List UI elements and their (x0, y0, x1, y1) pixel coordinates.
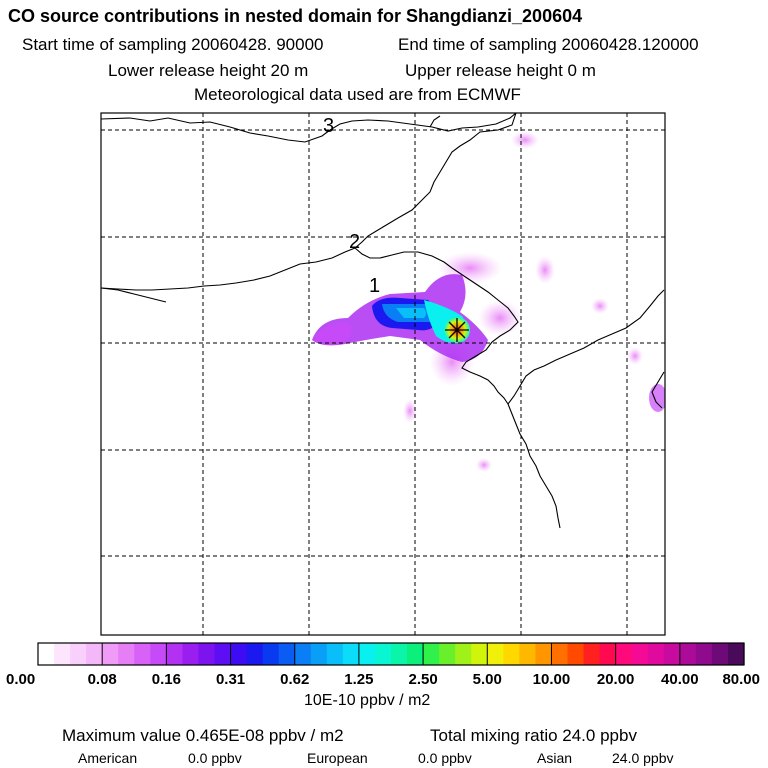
start-time-label: Start time of sampling 20060428. 90000 (22, 35, 324, 54)
colorbar-swatch (54, 643, 71, 665)
colorbar-swatch (503, 643, 520, 665)
colorbar-swatch (342, 643, 360, 665)
colorbar-swatch (262, 643, 280, 665)
map-area: 3 2 1 (101, 113, 665, 635)
colorbar-swatch (647, 643, 665, 665)
colorbar-swatch (134, 643, 151, 665)
map-graticule (101, 113, 665, 635)
colorbar-swatch (615, 643, 633, 665)
colorbar-swatch (230, 643, 248, 665)
colorbar-tick-label: 0.00 (6, 671, 35, 688)
colorbar-swatch (38, 643, 55, 665)
colorbar-swatch (663, 643, 681, 665)
colorbar-tick-label: 0.16 (152, 671, 181, 688)
asian-value: 24.0 ppbv (612, 750, 674, 766)
colorbar-swatch (487, 643, 504, 665)
colorbar (38, 643, 745, 665)
colorbar-swatch (407, 643, 424, 665)
colorbar-swatch (310, 643, 328, 665)
colorbar-swatch (727, 643, 745, 665)
asian-label: Asian (537, 750, 573, 766)
colorbar-frame (37, 642, 745, 666)
colorbar-swatch (294, 643, 312, 665)
colorbar-tick-label: 0.31 (216, 671, 245, 688)
colorbar-swatch (182, 643, 200, 665)
colorbar-units-label: 10E-10 ppbv / m2 (304, 692, 431, 709)
colorbar-swatch (102, 643, 119, 665)
colorbar-tick-label: 40.00 (661, 671, 699, 688)
european-value: 0.0 ppbv (418, 750, 472, 766)
chart-title: CO source contributions in nested domain… (8, 6, 583, 26)
total-mixing-ratio-label: Total mixing ratio 24.0 ppbv (430, 726, 637, 745)
plume-outer (312, 322, 352, 345)
plume-speck (476, 458, 492, 472)
colorbar-swatch (519, 643, 537, 665)
colorbar-swatch (711, 643, 729, 665)
colorbar-swatch (455, 643, 472, 665)
colorbar-swatch (246, 643, 264, 665)
colorbar-swatch (326, 643, 344, 665)
colorbar-swatch (471, 643, 488, 665)
colorbar-swatch (150, 643, 167, 665)
plume-speck (403, 399, 417, 423)
region-label-1: 1 (369, 275, 380, 297)
european-label: European (307, 750, 368, 766)
colorbar-swatch (86, 643, 103, 665)
colorbar-tick-label: 5.00 (473, 671, 502, 688)
region-label-2: 2 (349, 231, 360, 253)
colorbar-swatch (214, 643, 232, 665)
colorbar-tick-label: 0.62 (280, 671, 309, 688)
colorbar-swatch (374, 643, 392, 665)
met-data-source-label: Meteorological data used are from ECMWF (194, 85, 521, 104)
colorbar-swatch (631, 643, 649, 665)
colorbar-tick-label: 10.00 (533, 671, 571, 688)
plume-field (312, 131, 665, 472)
receptor-star-icon (445, 318, 469, 342)
plume-speck (591, 298, 609, 314)
map-frame (100, 112, 666, 636)
colorbar-swatch (118, 643, 135, 665)
map-coastlines (101, 113, 665, 529)
region-label-3: 3 (323, 115, 334, 137)
colorbar-swatch (198, 643, 216, 665)
colorbar-swatch (535, 643, 553, 665)
plume-speck (627, 347, 643, 365)
american-label: American (78, 750, 138, 766)
end-time-label: End time of sampling 20060428.120000 (398, 35, 699, 54)
plume-core (396, 308, 426, 318)
plume-speck (511, 131, 539, 149)
colorbar-tick-label: 80.00 (722, 671, 760, 688)
colorbar-swatch (391, 643, 408, 665)
plume-speck (478, 300, 522, 336)
colorbar-tick-label: 1.25 (344, 671, 373, 688)
colorbar-tick-label: 0.08 (88, 671, 117, 688)
colorbar-ticks: 0.00 0.08 0.16 0.31 0.62 1.25 2.50 5.00 10.00 20.… (6, 643, 760, 688)
upper-release-height-label: Upper release height 0 m (405, 61, 596, 80)
colorbar-swatch (166, 643, 184, 665)
colorbar-swatch (551, 643, 569, 665)
lower-release-height-label: Lower release height 20 m (108, 61, 309, 80)
colorbar-swatch (695, 643, 713, 665)
colorbar-tick-label: 2.50 (408, 671, 437, 688)
colorbar-swatch (567, 643, 585, 665)
colorbar-swatch (358, 643, 376, 665)
colorbar-swatch (423, 643, 440, 665)
colorbar-swatch (70, 643, 87, 665)
colorbar-swatch (439, 643, 456, 665)
american-value: 0.0 ppbv (188, 750, 242, 766)
plume-speck (535, 256, 555, 284)
maximum-value-label: Maximum value 0.465E-08 ppbv / m2 (62, 726, 344, 745)
colorbar-swatch (599, 643, 617, 665)
colorbar-swatch (583, 643, 601, 665)
plume-speck (649, 384, 665, 412)
colorbar-tick-label: 20.00 (597, 671, 635, 688)
colorbar-swatch (278, 643, 296, 665)
colorbar-swatch (679, 643, 697, 665)
